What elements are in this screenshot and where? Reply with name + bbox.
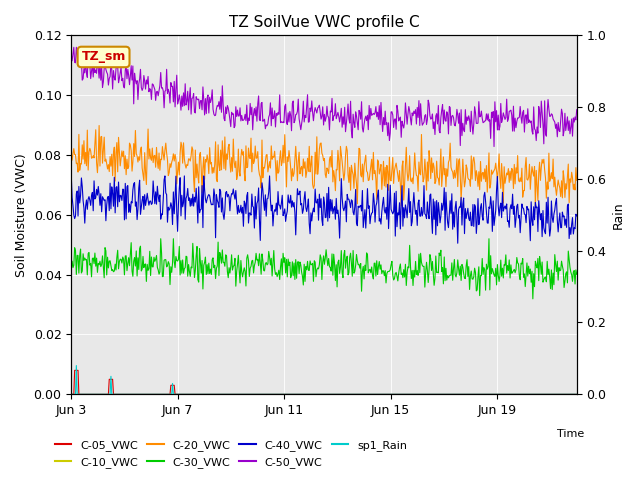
Text: TZ_sm: TZ_sm: [81, 50, 126, 63]
Title: TZ SoilVue VWC profile C: TZ SoilVue VWC profile C: [228, 15, 419, 30]
Text: Time: Time: [557, 429, 584, 439]
Y-axis label: Rain: Rain: [612, 201, 625, 228]
Y-axis label: Soil Moisture (VWC): Soil Moisture (VWC): [15, 153, 28, 276]
Legend: C-05_VWC, C-10_VWC, C-20_VWC, C-30_VWC, C-40_VWC, C-50_VWC, sp1_Rain: C-05_VWC, C-10_VWC, C-20_VWC, C-30_VWC, …: [51, 436, 412, 472]
